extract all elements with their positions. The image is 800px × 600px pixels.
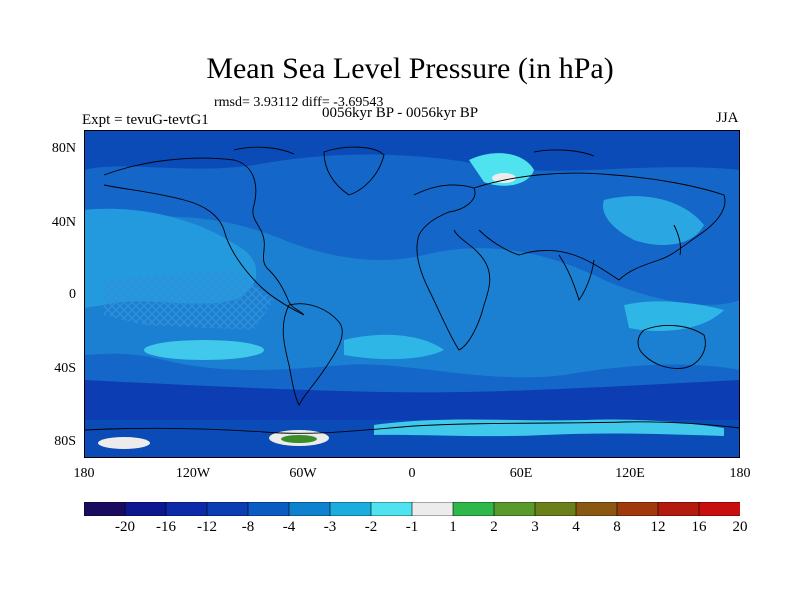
colorbar-label: 16 (691, 519, 707, 535)
colorbar-swatch (124, 502, 167, 516)
colorbar-label: 12 (650, 519, 666, 535)
colorbar-swatch (534, 502, 577, 516)
field-southern-ocean (84, 380, 740, 420)
colorbar-label: -20 (115, 519, 135, 535)
colorbar-label: -16 (156, 519, 176, 535)
field-arctic (84, 130, 740, 171)
colorbar-swatch (84, 502, 126, 516)
field-weddell-core (281, 435, 317, 443)
field-antarctic-coast (374, 419, 724, 437)
colorbar-swatch (452, 502, 495, 516)
lon-tick-180w: 180 (73, 466, 95, 481)
stats-label: rmsd= 3.93112 diff= -3.69543 (214, 95, 384, 110)
colorbar-swatch (329, 502, 372, 516)
colorbar-label: -4 (282, 519, 296, 535)
colorbar-swatch (575, 502, 618, 516)
lat-tick-eq: 0 (69, 287, 76, 302)
colorbar-swatch (206, 502, 249, 516)
colorbar-label: -12 (197, 519, 217, 535)
field-siberia-core (492, 173, 516, 183)
colorbar-label: -3 (323, 519, 337, 535)
colorbar-label: 8 (613, 519, 621, 535)
colorbar-label: 2 (490, 519, 498, 535)
lon-tick-0: 0 (408, 466, 416, 481)
lon-tick-120w: 120W (175, 466, 211, 481)
lon-tick-60w: 60W (289, 466, 317, 481)
coastlines (84, 146, 740, 434)
colorbar-swatch (165, 502, 208, 516)
lon-tick-180e: 180 (729, 466, 751, 481)
lon-tick-60e: 60E (509, 466, 533, 481)
lat-tick-80n: 80N (51, 141, 76, 156)
colorbar-swatch (493, 502, 536, 516)
map-title: Mean Sea Level Pressure (in hPa) (206, 52, 614, 85)
field-asia (603, 196, 704, 245)
lat-tick-40n: 40N (51, 215, 76, 230)
period-label: 0056kyr BP - 0056kyr BP (322, 105, 479, 121)
map-frame (84, 130, 740, 458)
pressure-map (84, 130, 740, 458)
field-aus-east (624, 301, 724, 331)
colorbar-label: 1 (449, 519, 457, 535)
season-label: JJA (716, 110, 739, 126)
colorbar-label: -8 (241, 519, 255, 535)
lat-tick-80s: 80S (54, 434, 76, 449)
colorbar-label: 4 (572, 519, 580, 535)
colorbar-label: 3 (531, 519, 539, 535)
colorbar-swatch (657, 502, 700, 516)
lon-tick-120e: 120E (615, 466, 645, 481)
colorbar-swatch (616, 502, 659, 516)
colorbar-swatch (288, 502, 331, 516)
field-hatch (104, 270, 274, 330)
field-spacific (144, 340, 264, 360)
colorbar-swatch (698, 502, 740, 516)
colorbar-label: 20 (732, 519, 748, 535)
lat-tick-40s: 40S (54, 361, 76, 376)
colorbar (84, 502, 740, 516)
colorbar-swatch (370, 502, 413, 516)
colorbar-swatch (247, 502, 290, 516)
field-satlantic (344, 334, 444, 360)
colorbar-label: -2 (364, 519, 378, 535)
colorbar-label: -1 (405, 519, 419, 535)
field-ross-sea (98, 437, 150, 449)
experiment-label: Expt = tevuG-tevtG1 (82, 112, 209, 128)
colorbar-swatch (411, 502, 454, 516)
